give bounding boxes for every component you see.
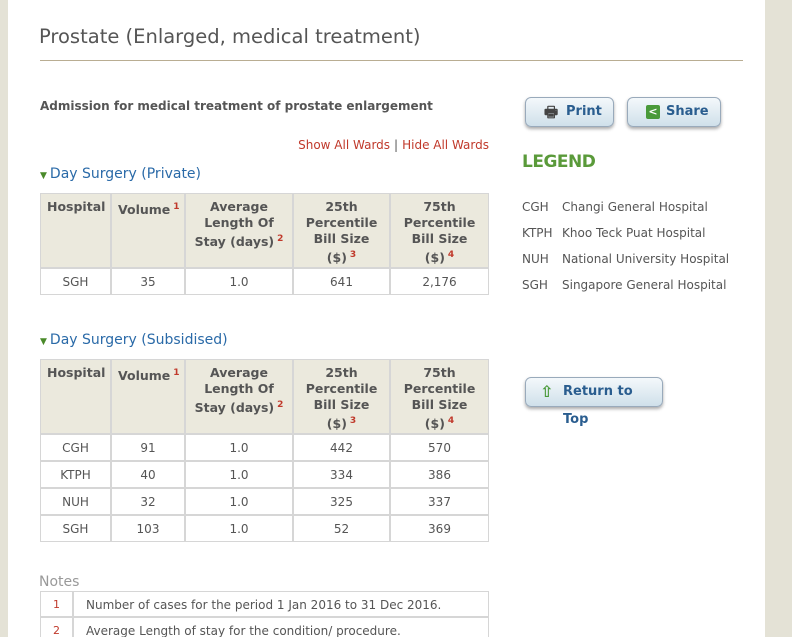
- legend-name: Changi General Hospital: [562, 200, 708, 214]
- header-cell: Average Length Of Stay (days) 2: [185, 193, 293, 268]
- table-cell: 2,176: [390, 268, 489, 295]
- table-cell: 442: [293, 434, 390, 461]
- content: Prostate (Enlarged, medical treatment) Ad…: [8, 0, 765, 637]
- note-text: Average Length of stay for the condition…: [73, 617, 489, 637]
- legend-name: National University Hospital: [562, 252, 730, 266]
- header-cell: 25th Percentile Bill Size ($) 3: [293, 193, 390, 268]
- table-cell: 32: [111, 488, 185, 515]
- legend-code: CGH: [522, 200, 549, 214]
- footnote-ref: 2: [277, 234, 284, 244]
- header-label: Hospital: [47, 365, 106, 380]
- print-label: Print: [566, 104, 602, 119]
- section-title[interactable]: ▼ Day Surgery (Private): [40, 166, 201, 182]
- subtitle: Admission for medical treatment of prost…: [40, 99, 433, 113]
- table-cell: 1.0: [185, 461, 293, 488]
- table-cell: 369: [390, 515, 489, 542]
- table-cell: 40: [111, 461, 185, 488]
- footnote-ref: 3: [349, 416, 357, 426]
- note-number: 1: [40, 591, 73, 617]
- header-cell: Average Length Of Stay (days) 2: [185, 359, 293, 434]
- section-title[interactable]: ▼ Day Surgery (Subsidised): [40, 332, 228, 348]
- legend-code: SGH: [522, 278, 548, 292]
- table-cell: 1.0: [185, 268, 293, 295]
- footnote-ref: 4: [447, 416, 455, 426]
- print-button[interactable]: 🖶 Print: [525, 97, 614, 127]
- header-cell: 75th Percentile Bill Size ($) 4: [390, 193, 489, 268]
- header-label: Volume: [118, 202, 171, 218]
- header-label: 25th Percentile Bill Size ($): [305, 199, 378, 266]
- hide-all-wards[interactable]: Hide All Wards: [402, 138, 489, 152]
- header-label: Hospital: [47, 199, 106, 214]
- header-label: Average Length Of Stay (days): [194, 365, 275, 416]
- toggle-icon: ▼: [40, 337, 47, 347]
- table-cell: SGH: [40, 515, 111, 542]
- table-cell: 91: [111, 434, 185, 461]
- show-all-wards[interactable]: Show All Wards: [298, 138, 391, 152]
- header-cell: Hospital: [40, 359, 111, 434]
- legend-name: Singapore General Hospital: [562, 278, 727, 292]
- footnote-ref: 1: [173, 202, 180, 212]
- legend-code: NUH: [522, 252, 549, 266]
- share-icon: <: [646, 105, 660, 119]
- page-title: Prostate (Enlarged, medical treatment): [39, 25, 421, 48]
- up-arrow-icon: ⇧: [540, 382, 554, 401]
- separator: |: [394, 138, 399, 152]
- table-cell: NUH: [40, 488, 111, 515]
- header-cell: Volume 1: [111, 193, 185, 268]
- notes-title: Notes: [39, 574, 80, 590]
- footnote-ref: 1: [173, 368, 180, 378]
- section-title-text: Day Surgery (Private): [49, 166, 202, 182]
- header-label: 75th Percentile Bill Size ($): [403, 365, 476, 432]
- table-cell: SGH: [40, 268, 111, 295]
- return-to-top-label: Return to Top: [563, 384, 633, 427]
- legend-title: LEGEND: [522, 152, 596, 172]
- table-cell: 325: [293, 488, 390, 515]
- header-cell: Hospital: [40, 193, 111, 268]
- share-button[interactable]: < Share: [627, 97, 721, 127]
- table-cell: 52: [293, 515, 390, 542]
- return-to-top-button[interactable]: ⇧ Return to Top: [525, 377, 663, 427]
- header-cell: 25th Percentile Bill Size ($) 3: [293, 359, 390, 434]
- header-label: Volume: [118, 368, 171, 384]
- table-cell: 1.0: [185, 434, 293, 461]
- header-label: Average Length Of Stay (days): [194, 199, 275, 250]
- note-text: Number of cases for the period 1 Jan 201…: [73, 591, 489, 617]
- header-cell: 75th Percentile Bill Size ($) 4: [390, 359, 489, 434]
- legend-code: KTPH: [522, 226, 553, 240]
- legend-name: Khoo Teck Puat Hospital: [562, 226, 706, 240]
- table-cell: 103: [111, 515, 185, 542]
- section-title-text: Day Surgery (Subsidised): [49, 332, 228, 348]
- share-label: Share: [666, 104, 709, 119]
- print-icon: 🖶: [544, 103, 559, 121]
- toggle-icon: ▼: [40, 171, 47, 181]
- table-cell: 35: [111, 268, 185, 295]
- table-cell: 570: [390, 434, 489, 461]
- table-cell: KTPH: [40, 461, 111, 488]
- header-label: 25th Percentile Bill Size ($): [305, 365, 378, 432]
- footnote-ref: 3: [349, 250, 357, 260]
- footnote-ref: 2: [277, 400, 284, 410]
- table-cell: 386: [390, 461, 489, 488]
- footnote-ref: 4: [447, 250, 455, 260]
- ward-links: Show All Wards | Hide All Wards: [298, 138, 489, 152]
- table-cell: CGH: [40, 434, 111, 461]
- table-cell: 1.0: [185, 488, 293, 515]
- header-label: 75th Percentile Bill Size ($): [403, 199, 476, 266]
- table-cell: 334: [293, 461, 390, 488]
- table-cell: 337: [390, 488, 489, 515]
- title-rule: [40, 60, 743, 61]
- table-cell: 641: [293, 268, 390, 295]
- header-cell: Volume 1: [111, 359, 185, 434]
- note-number: 2: [40, 617, 73, 637]
- table-cell: 1.0: [185, 515, 293, 542]
